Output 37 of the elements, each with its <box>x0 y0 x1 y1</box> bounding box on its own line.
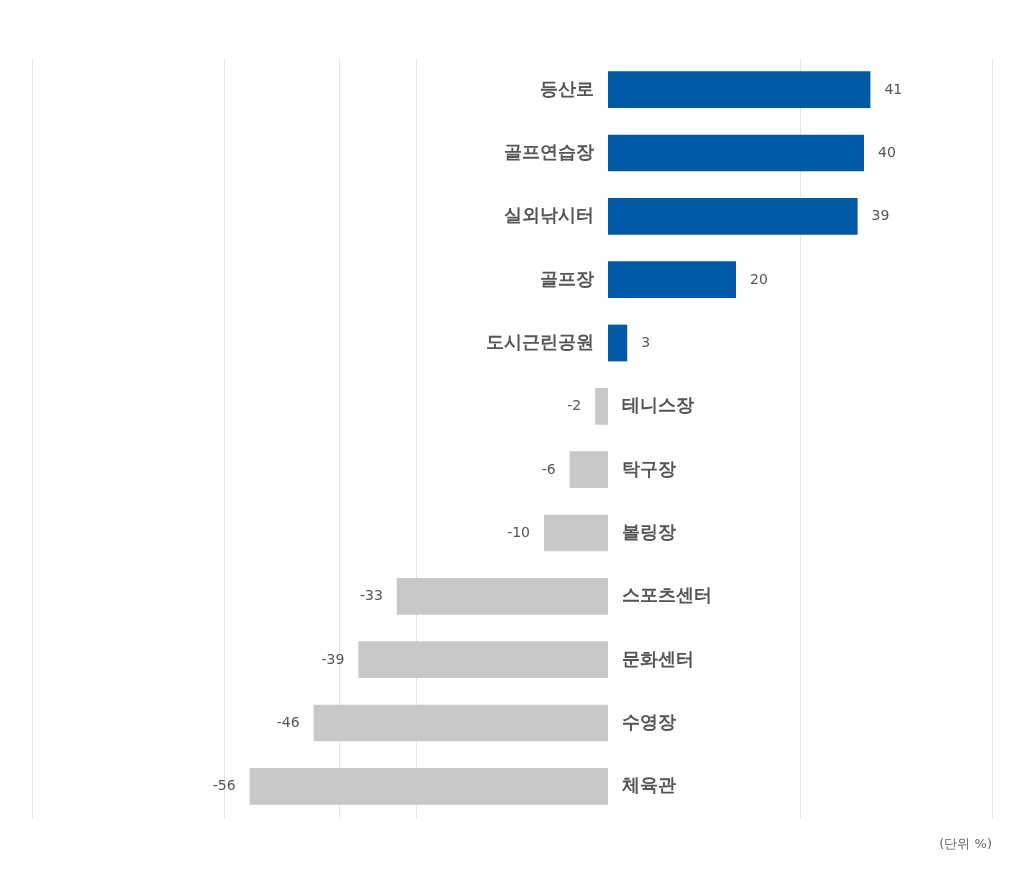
bar <box>608 197 858 235</box>
data-label: -46 <box>276 714 300 730</box>
y-tick-label: 골프장 <box>540 267 594 289</box>
bar <box>358 641 608 679</box>
bar <box>608 134 864 172</box>
y-tick-label: 스포츠센터 <box>622 584 712 606</box>
data-label: -39 <box>321 650 345 667</box>
y-tick-label: 실외낚시터 <box>504 204 594 226</box>
bar <box>313 704 608 742</box>
data-label: 40 <box>878 144 896 160</box>
y-tick-label: 체육관 <box>622 774 676 796</box>
bar <box>608 324 628 362</box>
data-label: 3 <box>641 334 651 350</box>
text: (단위 %) <box>939 836 992 851</box>
y-tick-label: 골프연습장 <box>504 141 594 162</box>
bar <box>569 451 608 489</box>
data-label: -33 <box>359 587 383 604</box>
bar <box>608 71 871 109</box>
bar <box>544 514 608 552</box>
y-tick-label: 수영장 <box>622 711 676 732</box>
data-label: -10 <box>507 524 530 540</box>
y-tick-label: 도시근린공원 <box>486 331 594 352</box>
data-label: 20 <box>750 270 768 287</box>
y-tick-label: 문화센터 <box>622 647 694 669</box>
y-tick-label: 등산로 <box>540 77 594 99</box>
bar <box>249 767 608 805</box>
data-label: -2 <box>567 397 582 414</box>
y-tick-label: 탁구장 <box>622 457 676 479</box>
data-label: 39 <box>871 207 890 224</box>
data-label: -56 <box>212 777 236 794</box>
y-tick-label: 볼링장 <box>622 521 676 542</box>
bar <box>396 577 608 615</box>
data-label: 41 <box>884 80 903 97</box>
bar <box>595 387 608 425</box>
bar <box>608 261 736 299</box>
y-tick-label: 테니스장 <box>622 394 694 416</box>
data-label: -6 <box>541 460 556 477</box>
